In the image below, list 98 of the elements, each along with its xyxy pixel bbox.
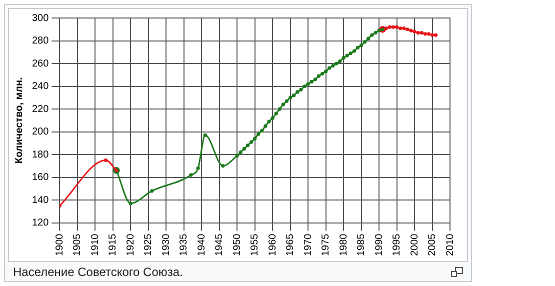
x-tick-label: 1985: [356, 233, 368, 256]
point: [406, 28, 410, 32]
point: [348, 51, 352, 56]
point: [420, 30, 424, 35]
y-tick-label: 280: [32, 36, 50, 46]
point: [398, 26, 402, 30]
point: [320, 72, 324, 76]
x-tick-label: 1940: [196, 233, 208, 256]
point: [284, 99, 289, 103]
x-tick-label: 1915: [108, 233, 119, 256]
point: [356, 46, 360, 50]
point: [363, 40, 367, 44]
point: [426, 32, 431, 36]
text: Население Советского Союза.: [13, 265, 183, 279]
point: [377, 28, 381, 32]
point: [281, 102, 286, 106]
point: [409, 28, 413, 32]
point: [370, 33, 374, 37]
x-tick-label: 1900: [54, 233, 66, 256]
x-tick-label: 2005: [427, 233, 438, 256]
point: [391, 25, 396, 29]
x-tick-label: 1905: [72, 233, 84, 256]
point: [221, 164, 225, 168]
point: [338, 59, 342, 64]
point: [267, 120, 271, 124]
x-tick-label: 1955: [250, 233, 261, 256]
point: [104, 158, 108, 162]
x-tick-label: 2000: [409, 233, 420, 256]
point: [331, 64, 335, 68]
point: [423, 32, 427, 36]
y-tick-label: 200: [32, 126, 50, 138]
point: [324, 70, 328, 74]
x-tick-label: 1935: [178, 233, 190, 256]
point: [288, 96, 292, 100]
y-tick-label: 240: [32, 81, 50, 92]
point: [196, 166, 200, 170]
point: [374, 30, 378, 35]
point: [256, 132, 260, 136]
point: [242, 147, 246, 151]
point: [316, 74, 321, 78]
point: [402, 26, 406, 30]
y-axis-title: Количество, млн.: [14, 76, 25, 164]
point: [310, 80, 314, 84]
x-tick-label: 1925: [143, 233, 154, 256]
x-tick-label: 1995: [392, 233, 403, 256]
point: [345, 54, 349, 58]
point: [150, 189, 154, 193]
y-tick-label: 140: [32, 194, 50, 206]
point: [292, 94, 296, 98]
point: [342, 56, 346, 60]
y-tick-label: 180: [32, 149, 50, 160]
point: [235, 154, 239, 158]
point: [416, 30, 420, 35]
point: [352, 49, 356, 53]
x-tick-label: 1910: [90, 233, 101, 256]
point: [384, 26, 388, 30]
x-tick-label: 1965: [285, 233, 296, 256]
point: [359, 44, 364, 48]
point: [274, 112, 278, 116]
x-tick-label: 1930: [160, 233, 172, 256]
point: [238, 150, 242, 154]
point: [253, 136, 257, 140]
point: [260, 128, 264, 132]
point: [246, 144, 250, 148]
point: [328, 66, 332, 70]
point: [388, 25, 392, 29]
point: [430, 33, 434, 37]
point: [334, 62, 338, 66]
point: [412, 30, 416, 34]
x-tick-label: 2010: [444, 233, 456, 256]
point: [264, 124, 268, 128]
point: [302, 84, 306, 88]
y-tick-label: 120: [32, 218, 50, 229]
point: [296, 90, 300, 94]
x-tick-label: 1970: [302, 233, 314, 256]
x-tick-label: 1960: [267, 233, 278, 256]
point: [270, 116, 274, 120]
point: [203, 133, 207, 137]
point: [366, 36, 370, 40]
x-tick-label: 1950: [232, 233, 243, 256]
point: [128, 202, 132, 206]
point: [313, 78, 317, 82]
y-tick-label: 300: [32, 12, 50, 24]
point: [306, 82, 310, 86]
point: [434, 33, 438, 37]
x-tick-label: 1990: [374, 233, 385, 256]
y-tick-label: 220: [32, 104, 50, 115]
point: [299, 88, 303, 92]
x-tick-label: 1975: [320, 233, 332, 256]
y-tick-label: 260: [32, 58, 50, 70]
x-tick-label: 1945: [214, 233, 226, 256]
point: [189, 173, 193, 177]
x-tick-label: 1980: [338, 233, 350, 256]
point: [394, 25, 399, 29]
x-tick-label: 1920: [125, 233, 136, 256]
point: [249, 140, 254, 144]
y-tick-label: 160: [32, 172, 50, 184]
point: [278, 107, 282, 111]
